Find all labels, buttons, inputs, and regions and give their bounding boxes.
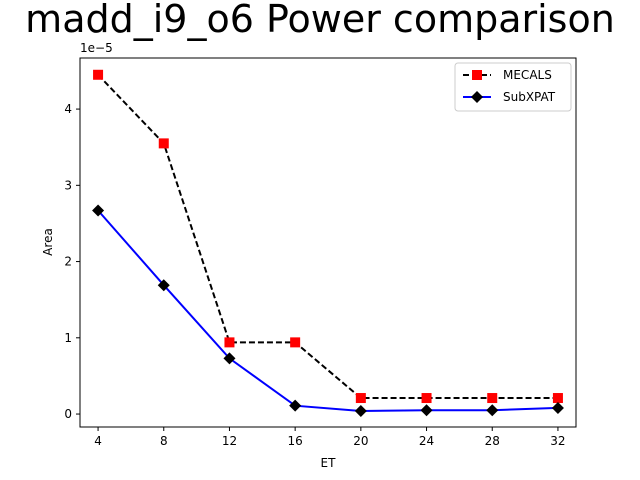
x-tick-label: 12	[222, 434, 237, 448]
legend-label-subxpat: SubXPAT	[503, 90, 556, 104]
data-point-mecals	[421, 393, 432, 404]
x-tick-label: 32	[550, 434, 565, 448]
data-point-subxpat	[289, 399, 302, 412]
legend: MECALS SubXPAT	[454, 62, 572, 112]
data-point-mecals	[355, 393, 366, 404]
data-point-subxpat	[92, 204, 105, 217]
y-tick-label: 2	[64, 255, 72, 269]
x-tick-label: 4	[94, 434, 102, 448]
series-line-mecals	[97, 74, 558, 399]
x-axis: 4 8 12 16 20 24 28 32	[94, 427, 566, 448]
legend-label-mecals: MECALS	[503, 68, 552, 82]
data-point-subxpat	[157, 279, 170, 292]
y-tick-label: 4	[64, 102, 72, 116]
data-point-subxpat	[551, 401, 564, 414]
x-tick-label: 28	[485, 434, 500, 448]
x-axis-label: ET	[321, 456, 337, 470]
data-point-mecals	[290, 337, 301, 348]
plot-area	[79, 57, 577, 428]
series-line-subxpat	[97, 209, 558, 413]
y-axis: 0 1 2 3 4	[64, 102, 80, 421]
data-point-mecals	[93, 69, 104, 80]
x-tick-label: 8	[160, 434, 168, 448]
data-point-mecals	[224, 337, 235, 348]
x-tick-label: 24	[419, 434, 434, 448]
x-tick-label: 20	[353, 434, 368, 448]
y-tick-label: 3	[64, 178, 72, 192]
y-tick-label: 0	[64, 407, 72, 421]
data-point-subxpat	[223, 352, 236, 365]
data-point-mecals	[158, 138, 169, 149]
data-point-subxpat	[354, 404, 367, 417]
data-point-mecals	[487, 393, 498, 404]
y-tick-label: 1	[64, 331, 72, 345]
y-axis-label: Area	[41, 228, 55, 256]
legend-marker-mecals	[472, 70, 482, 80]
x-tick-label: 16	[288, 434, 303, 448]
y-offset-label: 1e−5	[80, 41, 113, 55]
data-point-mecals	[552, 393, 563, 404]
series-layer	[92, 69, 564, 417]
chart-title: madd_i9_o6 Power comparison	[25, 0, 615, 41]
legend-marker-subxpat	[471, 91, 483, 103]
data-point-subxpat	[486, 404, 499, 417]
data-point-subxpat	[420, 404, 433, 417]
